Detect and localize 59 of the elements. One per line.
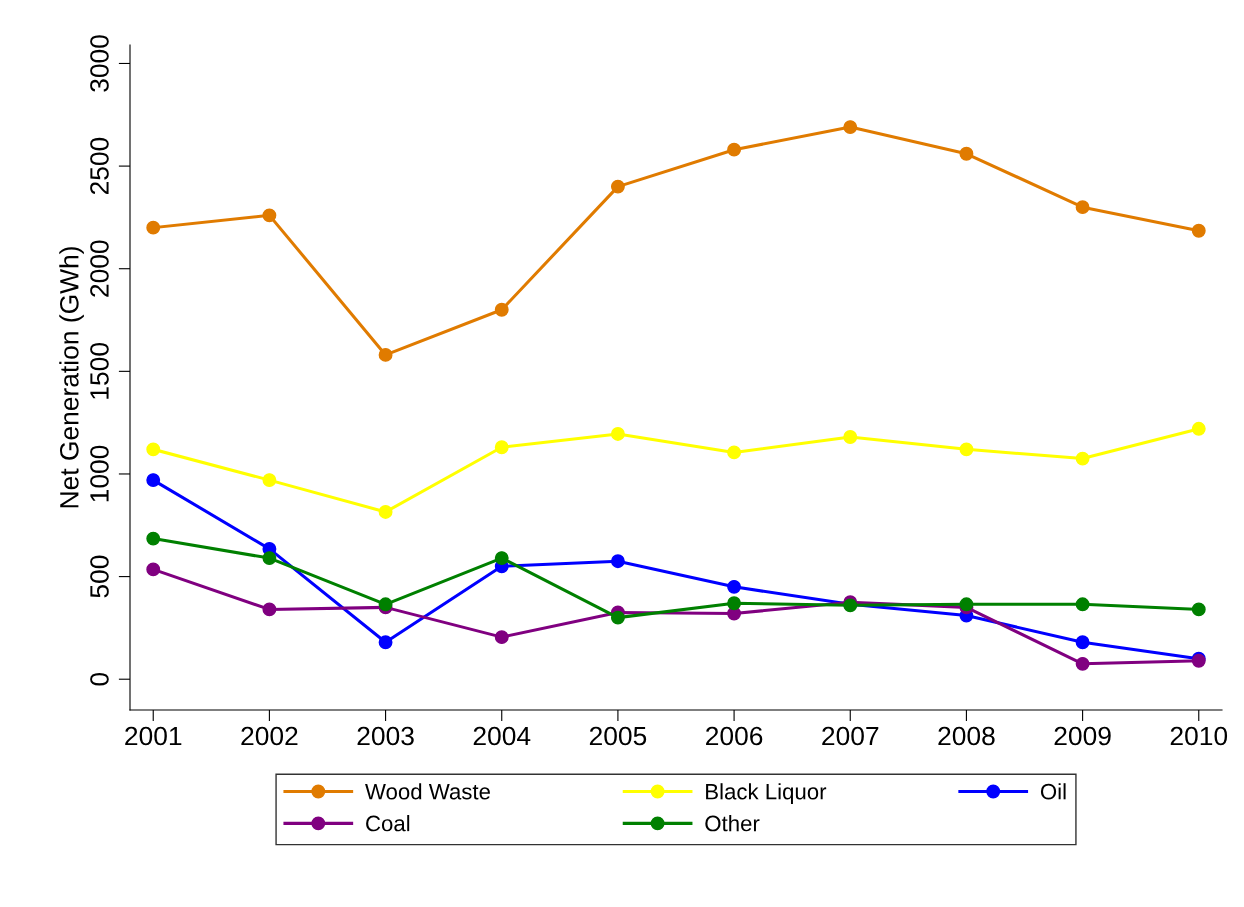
point — [494, 630, 509, 645]
x-tick-label: 2007 — [822, 726, 879, 746]
point — [494, 440, 509, 455]
point — [727, 596, 742, 611]
point — [494, 551, 509, 566]
legend-label: Other — [705, 815, 760, 832]
x-tick-label: 2001 — [125, 726, 182, 746]
point — [1075, 597, 1090, 612]
y-tick-label: 1000 — [90, 445, 109, 502]
point — [727, 579, 742, 594]
point — [146, 562, 161, 577]
point — [146, 220, 161, 235]
point — [378, 347, 393, 362]
point — [146, 442, 161, 457]
point — [1191, 223, 1206, 238]
y-axis-title: Net Generation (GWh) — [59, 247, 84, 508]
x-tick-label: 2005 — [589, 726, 647, 746]
point — [262, 551, 277, 566]
legend-label: Black Liquor — [706, 783, 827, 804]
x-tick-label: 2006 — [706, 726, 763, 746]
x-tick-label: 2004 — [473, 726, 531, 746]
y-tick-label: 3000 — [90, 35, 109, 92]
y-tick-label: 500 — [90, 555, 109, 598]
point — [843, 120, 858, 135]
point — [494, 302, 509, 317]
point — [610, 610, 625, 625]
point — [378, 635, 393, 650]
point — [1191, 421, 1206, 436]
point — [1191, 602, 1206, 617]
y-tick-label: 2500 — [90, 137, 109, 195]
y-tick-label: 2000 — [90, 240, 109, 297]
legend-label: Coal — [366, 815, 410, 832]
point — [262, 473, 277, 488]
point — [1075, 451, 1090, 466]
point — [959, 146, 974, 161]
point — [959, 442, 974, 457]
point — [262, 602, 277, 617]
y-tick-label: 1500 — [90, 343, 109, 399]
x-tick-label: 2010 — [1170, 726, 1228, 746]
point — [1075, 635, 1090, 650]
y-tick-label: 0 — [90, 672, 109, 686]
point — [610, 179, 625, 194]
point — [1075, 656, 1090, 671]
x-tick-label: 2009 — [1054, 726, 1111, 746]
point — [378, 504, 393, 519]
x-tick-label: 2002 — [241, 726, 298, 746]
legend-label: Wood Waste — [365, 783, 490, 800]
point — [146, 473, 161, 488]
x-tick-label: 2008 — [938, 726, 995, 746]
point — [146, 531, 161, 546]
point — [727, 445, 742, 460]
legend-label: Oil — [1040, 783, 1066, 800]
point — [1075, 200, 1090, 215]
point — [610, 554, 625, 569]
point — [727, 142, 742, 157]
point — [843, 430, 858, 444]
point — [262, 208, 277, 223]
point — [610, 426, 625, 441]
x-tick-label: 2003 — [357, 726, 414, 746]
